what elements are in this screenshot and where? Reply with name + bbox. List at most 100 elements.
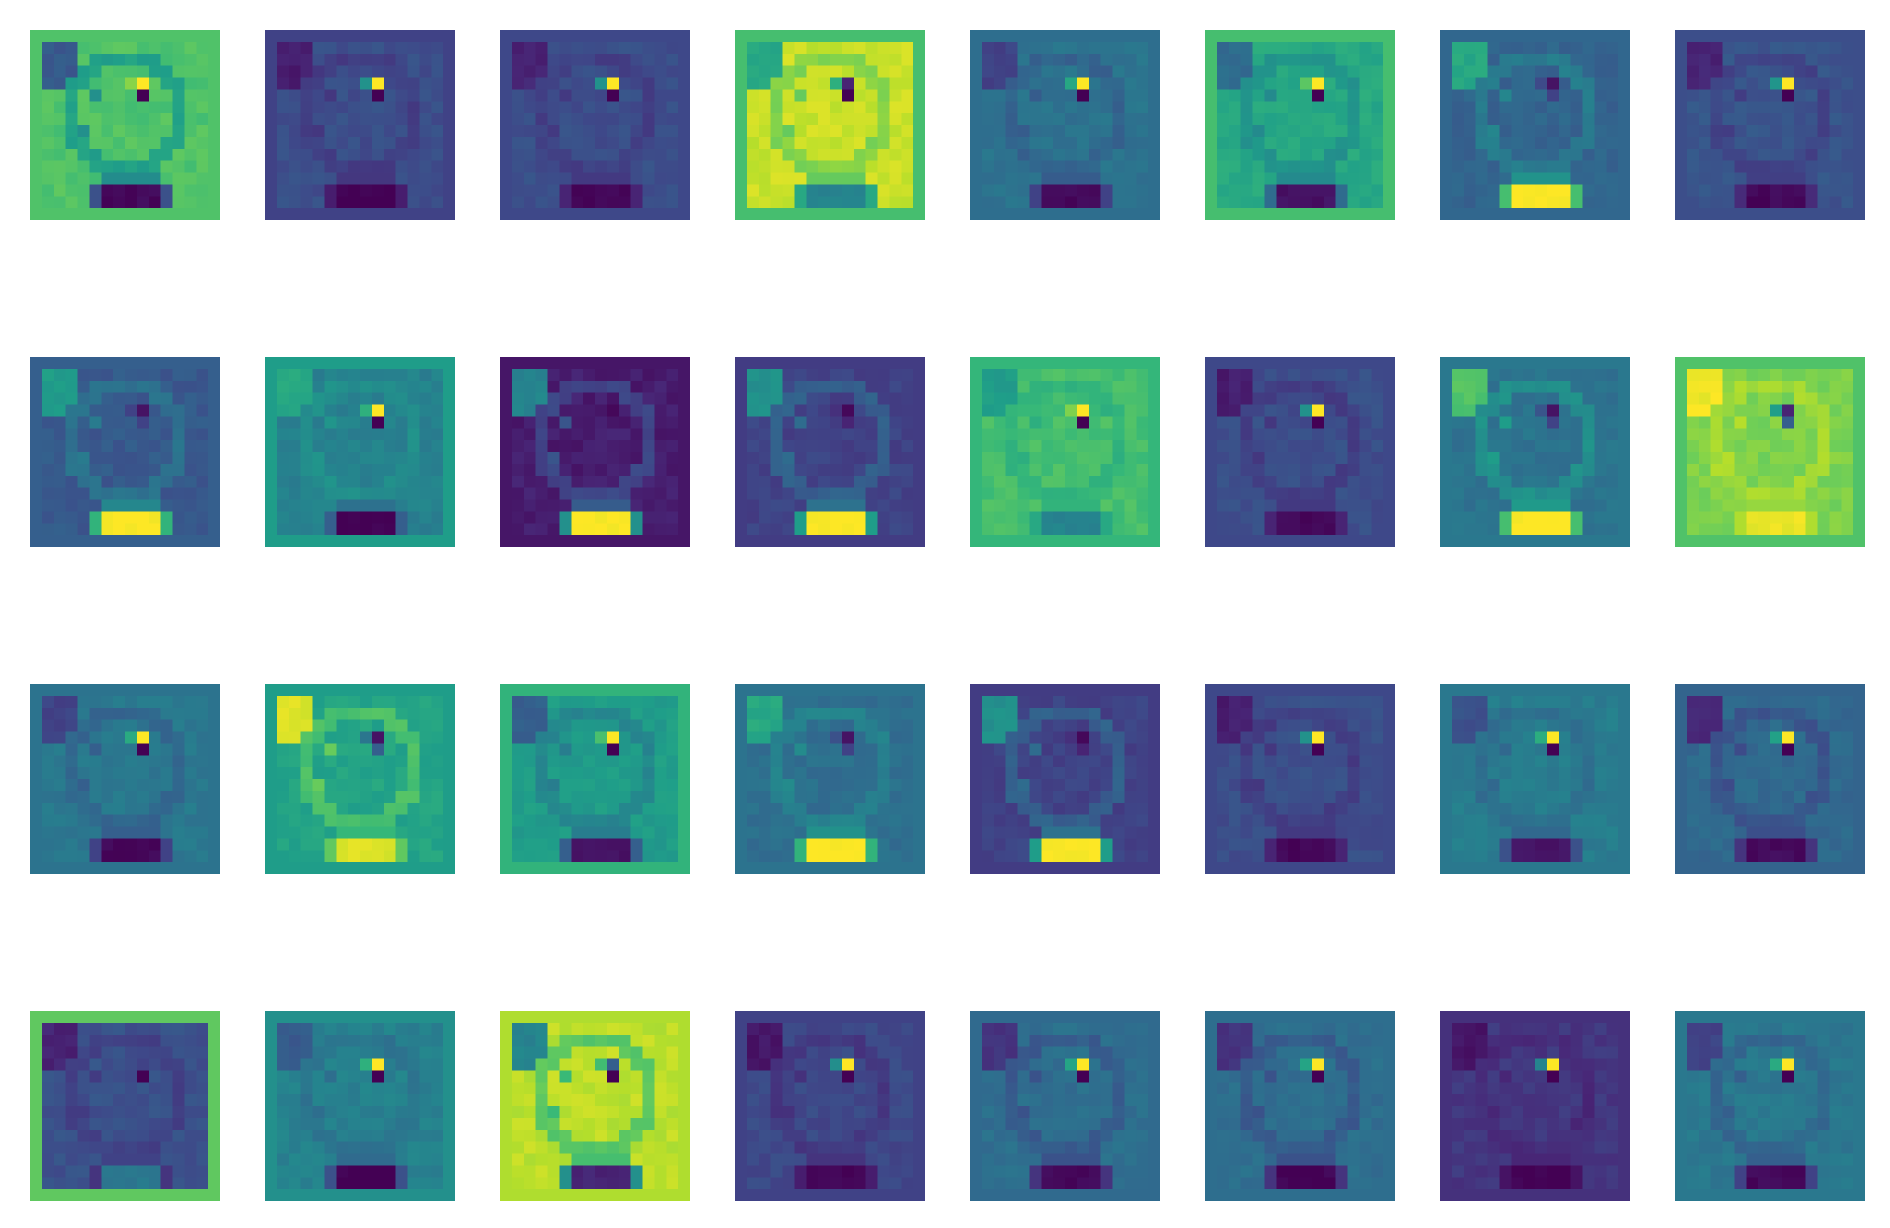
heatmap-cell xyxy=(1264,196,1277,209)
heatmap-cell xyxy=(101,89,114,102)
heatmap-cell xyxy=(360,487,373,500)
heatmap-cell xyxy=(618,160,631,173)
heatmap-cell xyxy=(500,463,513,477)
heatmap-cell xyxy=(758,535,771,547)
heatmap-cell xyxy=(511,499,525,512)
heatmap-cell xyxy=(1487,41,1500,55)
heatmap-cell xyxy=(53,487,66,500)
heatmap-cell xyxy=(288,160,301,173)
heatmap-cell xyxy=(818,196,831,209)
heatmap-cell xyxy=(1722,416,1735,429)
heatmap-cell xyxy=(1311,416,1325,429)
heatmap-cell xyxy=(1383,487,1395,500)
heatmap-cell xyxy=(288,440,301,453)
heatmap-cell xyxy=(913,392,925,405)
heatmap-cell xyxy=(371,814,385,827)
heatmap-cell xyxy=(606,826,620,839)
heatmap-cell xyxy=(1216,208,1230,220)
heatmap-cell xyxy=(407,196,420,209)
heatmap-cell xyxy=(324,136,337,150)
heatmap-cell xyxy=(196,148,209,161)
heatmap-cell xyxy=(1076,523,1090,536)
heatmap-cell xyxy=(1746,535,1759,547)
heatmap-cell xyxy=(1546,160,1560,173)
heatmap-cell xyxy=(65,428,78,441)
heatmap-cell xyxy=(1841,172,1854,185)
heatmap-cell xyxy=(1499,196,1512,209)
heatmap-cell xyxy=(1781,30,1795,43)
heatmap-cell xyxy=(666,428,679,441)
heatmap-cell xyxy=(583,743,596,756)
heatmap-cell xyxy=(595,755,608,768)
heatmap-cell xyxy=(276,368,290,382)
heatmap-cell xyxy=(758,499,771,512)
heatmap-cell xyxy=(559,779,572,792)
heatmap-cell xyxy=(1535,89,1548,102)
heatmap-cell xyxy=(113,101,126,114)
heatmap-cell xyxy=(196,695,209,709)
heatmap-cell xyxy=(1829,475,1842,488)
heatmap-cell xyxy=(407,392,420,405)
heatmap-cell xyxy=(1558,208,1571,220)
heatmap-cell xyxy=(1205,357,1218,370)
heatmap-cell xyxy=(993,41,1006,55)
heatmap-cell xyxy=(1475,463,1488,477)
heatmap-cell xyxy=(806,65,819,78)
heatmap-cell xyxy=(1335,172,1348,185)
heatmap-cell xyxy=(853,523,866,536)
heatmap-cell xyxy=(172,136,185,150)
heatmap-cell xyxy=(1570,196,1583,209)
heatmap-cell xyxy=(500,850,513,863)
heatmap-cell xyxy=(1698,499,1711,512)
heatmap-cell xyxy=(1570,523,1583,536)
heatmap-cell xyxy=(678,814,690,827)
heatmap-cell xyxy=(1853,184,1865,197)
heatmap-cell xyxy=(184,850,197,863)
heatmap-cell xyxy=(1722,357,1735,370)
heatmap-cell xyxy=(407,755,420,768)
heatmap-cell xyxy=(746,113,760,126)
heatmap-cell xyxy=(758,148,771,161)
heatmap-cell xyxy=(547,511,560,524)
heatmap-cell xyxy=(1240,404,1253,417)
heatmap-cell xyxy=(431,463,444,477)
heatmap-cell xyxy=(889,184,902,197)
heatmap-cell xyxy=(1017,499,1030,512)
heatmap-cell xyxy=(1335,368,1348,382)
heatmap-cell xyxy=(1793,136,1806,150)
heatmap-cell xyxy=(1582,196,1595,209)
heatmap-cell xyxy=(1558,357,1571,370)
heatmap-cell xyxy=(1487,184,1500,197)
heatmap-cell xyxy=(1216,101,1230,114)
heatmap-cell xyxy=(41,392,55,405)
heatmap-cell xyxy=(642,779,655,792)
feature-map-panel xyxy=(500,357,690,547)
heatmap-cell xyxy=(770,463,783,477)
heatmap-cell xyxy=(1440,148,1453,161)
heatmap-cell xyxy=(360,77,373,90)
heatmap-cell xyxy=(1546,65,1560,78)
heatmap-cell xyxy=(1148,440,1160,453)
heatmap-cell xyxy=(1124,380,1137,393)
heatmap-cell xyxy=(1710,77,1723,90)
heatmap-cell xyxy=(735,392,748,405)
heatmap-cell xyxy=(654,392,667,405)
heatmap-cell xyxy=(1065,511,1078,524)
heatmap-cell xyxy=(1216,428,1230,441)
heatmap-cell xyxy=(1546,428,1560,441)
heatmap-cell xyxy=(1606,463,1619,477)
heatmap-cell xyxy=(853,380,866,393)
heatmap-cell xyxy=(758,136,771,150)
heatmap-cell xyxy=(348,535,361,547)
heatmap-cell xyxy=(407,30,420,43)
heatmap-cell xyxy=(113,707,126,720)
heatmap-cell xyxy=(160,440,173,453)
heatmap-cell xyxy=(1029,125,1042,138)
heatmap-cell xyxy=(970,184,983,197)
heatmap-cell xyxy=(1041,452,1054,465)
heatmap-cell xyxy=(1335,53,1348,66)
heatmap-cell xyxy=(830,511,843,524)
heatmap-cell xyxy=(1722,41,1735,55)
heatmap-cell xyxy=(1005,440,1018,453)
heatmap-cell xyxy=(511,440,525,453)
